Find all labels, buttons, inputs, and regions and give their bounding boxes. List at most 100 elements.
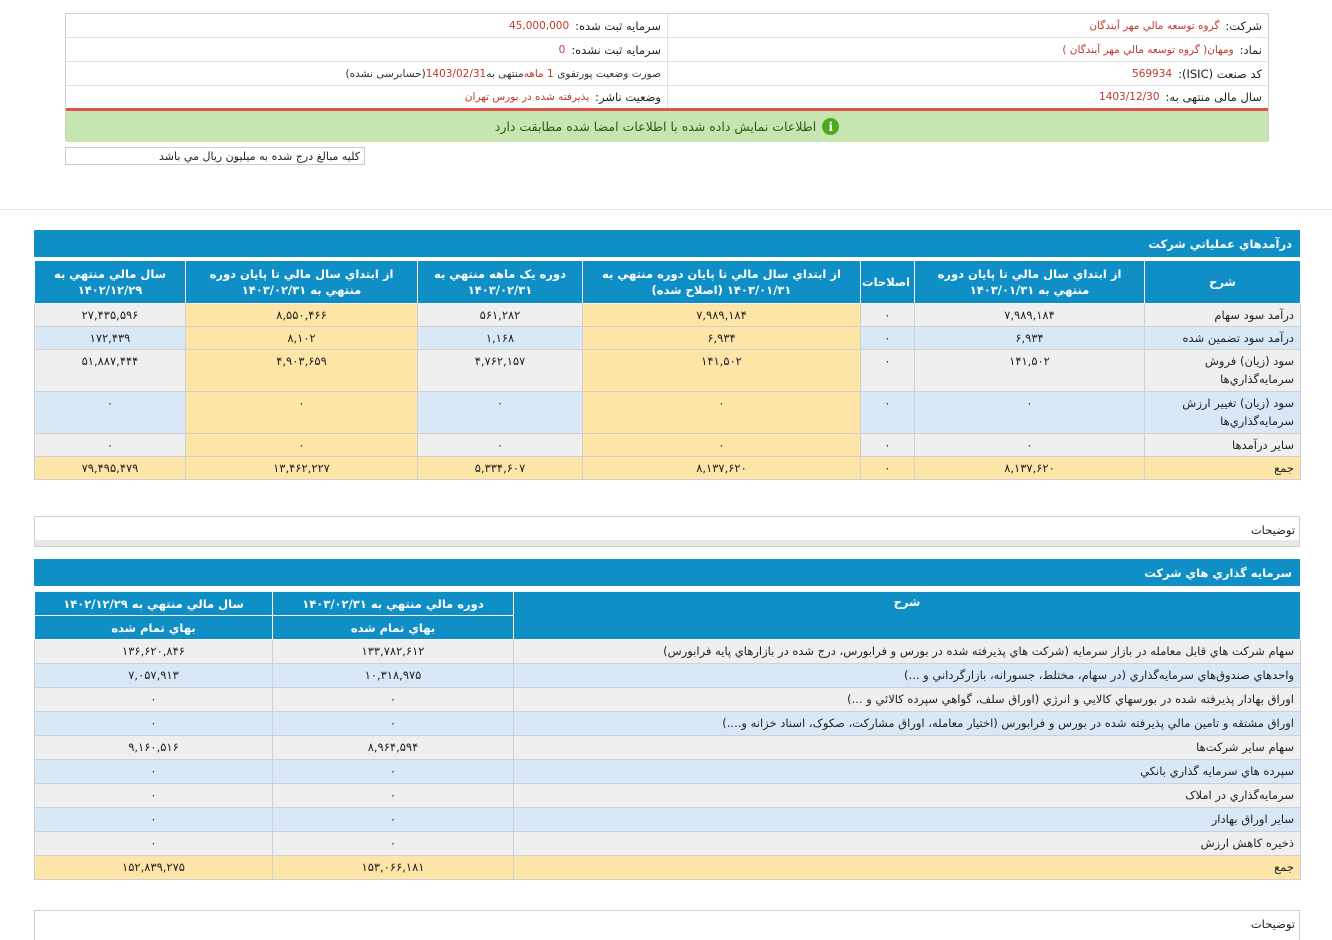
revenue-total-row: جمع ۸,۱۳۷,۶۲۰ ۰ ۸,۱۳۷,۶۲۰ ۵,۳۳۴,۶۰۷ ۱۳,۴… [34, 456, 1301, 480]
revenue-header-row: شرح از ابتداي سال مالي تا پايان دوره منت… [34, 260, 1301, 304]
investments-cell: ۰ [272, 759, 514, 784]
revenue-cell: ۰ [34, 391, 186, 434]
revenue-cell: ۰ [582, 433, 861, 457]
revenue-cell: ۷,۹۸۹,۱۸۴ [582, 303, 861, 327]
company-label: شرکت: [1225, 18, 1262, 33]
revenue-row: ساير درآمدها ۰ ۰ ۰ ۰ ۰ ۰ [34, 433, 1301, 457]
revenue-total-label: جمع [1144, 456, 1301, 480]
statement-date: 1403/02/31 [425, 67, 487, 80]
revenue-section-title: درآمدهاي عملياتي شرکت [1148, 236, 1292, 251]
fiscal-year-label: سال مالی منتهی به: [1165, 90, 1262, 104]
revenue-cell: ۶,۹۳۴ [582, 326, 861, 350]
investments-row: سهام شرکت هاي قابل معامله در بازار سرماي… [34, 639, 1301, 664]
revenue-cell: ۰ [417, 391, 583, 434]
symbol-label: نماد: [1239, 42, 1262, 57]
revenue-cell: ۱,۱۶۸ [417, 326, 583, 350]
revenue-cell: ۱۷۲,۴۳۹ [34, 326, 186, 350]
revenue-cell: ۰ [860, 391, 915, 434]
revenue-row: سود (زيان) تغيير ارزش سرمايه‌گذاري‌ها ۰ … [34, 391, 1301, 434]
isic-value: 569934 [1132, 67, 1173, 80]
capital-registered-value: 45,000,000 [509, 19, 570, 32]
capital-unregistered-value: 0 [558, 43, 566, 56]
investments-cell: ۱۳۳,۷۸۲,۶۱۲ [272, 639, 514, 664]
isic-cell: کد صنعت (ISIC): 569934 [667, 62, 1268, 85]
symbol-value[interactable]: ومهان( گروه توسعه مالي مهر آيندگان ) [1062, 43, 1234, 56]
capital-unregistered-cell: سرمايه ثبت نشده: 0 [66, 38, 667, 61]
revenue-cell: ۸,۵۵۰,۴۶۶ [185, 303, 418, 327]
revenue-cell: ۵۱,۸۸۷,۴۴۴ [34, 349, 186, 392]
revenue-cell: ۱۴۱,۵۰۲ [582, 349, 861, 392]
publisher-status-cell: وضعيت ناشر: پذيرفته شده در بورس تهران [66, 86, 667, 108]
revenue-row-desc: سود (زيان) تغيير ارزش سرمايه‌گذاري‌ها [1144, 391, 1301, 434]
investments-cell: ۷,۰۵۷,۹۱۳ [34, 663, 273, 688]
investments-row: اوراق مشتقه و تامين مالي پذيرفته شده در … [34, 711, 1301, 736]
investments-section-header: سرمايه گذاري هاي شرکت [34, 559, 1300, 586]
investments-cell: ۰ [272, 711, 514, 736]
info-row-isic: کد صنعت (ISIC): 569934 صورت وضعيت پورتفو… [66, 62, 1268, 86]
revenue-row-desc: درآمد سود تضمين شده [1144, 326, 1301, 350]
symbol-cell: نماد: ومهان( گروه توسعه مالي مهر آيندگان… [667, 38, 1268, 61]
fiscal-year-value: 1403/12/30 [1099, 91, 1160, 103]
investments-cell: ۹,۱۶۰,۵۱۶ [34, 735, 273, 760]
publisher-status-label: وضعيت ناشر: [595, 90, 661, 104]
investments-table: شرح دوره مالي منتهي به ۱۴۰۳/۰۲/۳۱ سال ما… [34, 591, 1301, 880]
revenue-header-desc: شرح [1144, 260, 1301, 304]
investments-cell: ۰ [272, 831, 514, 856]
statement-mid: منتهی به [486, 67, 524, 80]
revenue-cell: ۲۷,۴۳۵,۵۹۶ [34, 303, 186, 327]
revenue-table: شرح از ابتداي سال مالي تا پايان دوره منت… [34, 260, 1301, 480]
revenue-cell: ۰ [860, 326, 915, 350]
isic-label: کد صنعت (ISIC): [1178, 66, 1262, 81]
verification-notice-text: اطلاعات نمایش داده شده با اطلاعات امضا ش… [494, 119, 817, 134]
company-cell: شرکت: گروه توسعه مالي مهر آيندگان [667, 14, 1268, 37]
investments-notes-label: توضيحات [1250, 917, 1295, 931]
revenue-cell: ۴,۷۶۲,۱۵۷ [417, 349, 583, 392]
investments-row: ساير اوراق بهادار ۰ ۰ [34, 807, 1301, 832]
section-divider [0, 209, 1332, 210]
info-row-symbol: نماد: ومهان( گروه توسعه مالي مهر آيندگان… [66, 38, 1268, 62]
revenue-cell: ۵۶۱,۲۸۲ [417, 303, 583, 327]
info-row-company: شرکت: گروه توسعه مالي مهر آيندگان سرمايه… [66, 14, 1268, 38]
investments-section-title: سرمايه گذاري هاي شرکت [1144, 565, 1292, 580]
statement-suffix: (حسابرسی نشده) [345, 67, 426, 80]
investments-cell: ۰ [34, 807, 273, 832]
investments-cell: ۱۰,۳۱۸,۹۷۵ [272, 663, 514, 688]
revenue-cell: ۰ [860, 303, 915, 327]
revenue-row: درآمد سود تضمين شده ۶,۹۳۴ ۰ ۶,۹۳۴ ۱,۱۶۸ … [34, 326, 1301, 350]
investments-row: ذخيره کاهش ارزش ۰ ۰ [34, 831, 1301, 856]
revenue-cell: ۰ [914, 391, 1145, 434]
revenue-cell: ۰ [34, 433, 186, 457]
revenue-total-cell: ۰ [860, 456, 915, 480]
investments-cell: ۰ [272, 783, 514, 808]
statement-period: 1 ماهه [523, 67, 554, 80]
revenue-row-desc: سود (زيان) فروش سرمايه‌گذاري‌ها [1144, 349, 1301, 392]
unit-note: کليه مبالغ درج شده به ميليون ريال مي باش… [65, 147, 365, 165]
investments-cell: ۰ [34, 783, 273, 808]
investments-header-fiscal-year: سال مالي منتهي به ۱۴۰۲/۱۲/۲۹ [34, 591, 273, 616]
revenue-cell: ۰ [914, 433, 1145, 457]
investments-row-desc: سپرده هاي سرمايه گذاري بانکي [513, 759, 1301, 784]
revenue-cell: ۸,۱۰۲ [185, 326, 418, 350]
publisher-status-value: پذيرفته شده در بورس تهران [464, 91, 590, 103]
revenue-row: درآمد سود سهام ۷,۹۸۹,۱۸۴ ۰ ۷,۹۸۹,۱۸۴ ۵۶۱… [34, 303, 1301, 327]
revenue-header-ytd: از ابتداي سال مالي تا پايان دوره منتهي ب… [185, 260, 418, 304]
revenue-total-cell: ۵,۳۳۴,۶۰۷ [417, 456, 583, 480]
capital-registered-label: سرمايه ثبت شده: [575, 18, 661, 33]
investments-subheader-cost: بهاي تمام شده [34, 615, 273, 640]
investments-total-label: جمع [513, 855, 1301, 880]
investments-notes-box: توضيحات [34, 910, 1300, 940]
investments-row-desc: واحدهاي صندوق‌هاي سرمايه‌گذاري (در سهام،… [513, 663, 1301, 688]
investments-subheader-row: بهاي تمام شده بهاي تمام شده [34, 615, 1301, 640]
revenue-section-header: درآمدهاي عملياتي شرکت [34, 230, 1300, 257]
revenue-total-cell: ۸,۱۳۷,۶۲۰ [914, 456, 1145, 480]
revenue-notes-label: توضيحات [1250, 523, 1295, 537]
investments-total-row: جمع ۱۵۳,۰۶۶,۱۸۱ ۱۵۲,۸۳۹,۲۷۵ [34, 855, 1301, 880]
investments-row: سپرده هاي سرمايه گذاري بانکي ۰ ۰ [34, 759, 1301, 784]
fiscal-year-cell: سال مالی منتهی به: 1403/12/30 [667, 86, 1268, 108]
investments-cell: ۰ [34, 831, 273, 856]
investments-total-cell: ۱۵۲,۸۳۹,۲۷۵ [34, 855, 273, 880]
investments-row-desc: ساير اوراق بهادار [513, 807, 1301, 832]
investments-row: اوراق بهادار پذيرفته شده در بورسهاي کالا… [34, 687, 1301, 712]
investments-cell: ۰ [272, 807, 514, 832]
investments-row-desc: ذخيره کاهش ارزش [513, 831, 1301, 856]
